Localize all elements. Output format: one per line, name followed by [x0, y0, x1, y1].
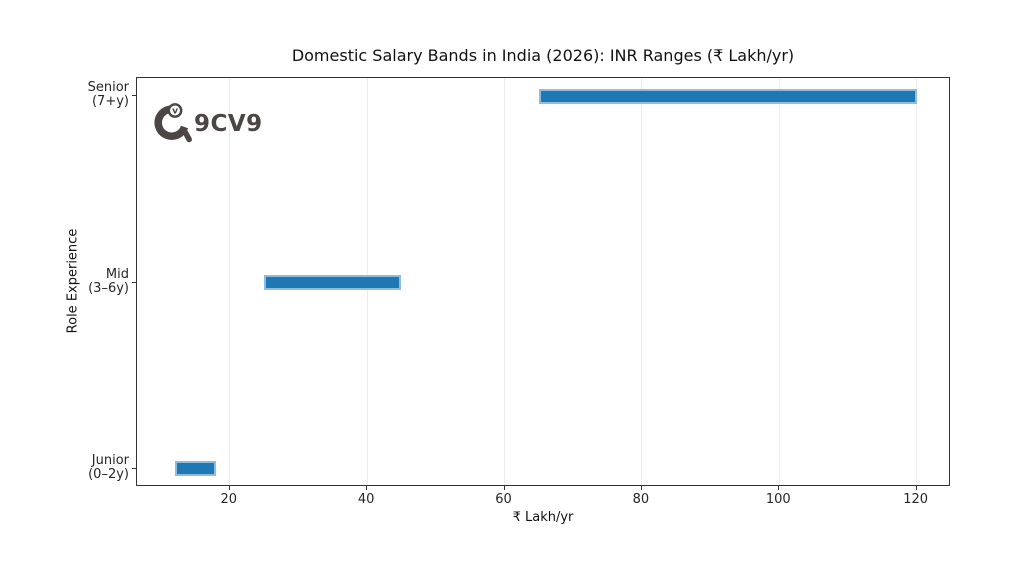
y-tick-label: Junior (0–2y): [88, 452, 129, 482]
x-tick-label: 80: [632, 492, 650, 507]
salary-band-bar: [264, 275, 402, 290]
logo-9cv9: v 9CV9: [151, 102, 263, 146]
y-tick-label: Mid (3–6y): [88, 266, 129, 296]
plot-area: v 9CV9: [136, 77, 950, 486]
x-tick-mark: [915, 486, 917, 490]
salary-band-bar: [538, 88, 917, 104]
y-tick-mark: [132, 467, 136, 469]
x-gridline: [641, 78, 643, 485]
x-gridline: [504, 78, 505, 485]
x-tick-label: 120: [903, 492, 929, 507]
logo-text: 9CV9: [194, 111, 263, 137]
x-tick-mark: [640, 486, 642, 490]
chart-title: Domestic Salary Bands in India (2026): I…: [291, 46, 795, 65]
x-tick-mark: [503, 486, 505, 490]
x-tick-label: 60: [495, 492, 512, 507]
x-gridline: [778, 78, 780, 485]
x-gridline: [229, 78, 231, 485]
x-axis-label: ₹ Lakh/yr: [512, 510, 574, 525]
x-tick-mark: [778, 486, 780, 490]
x-tick-label: 40: [357, 492, 375, 507]
y-tick-mark: [132, 95, 136, 97]
9cv9-logo-icon: v: [154, 103, 192, 143]
x-tick-mark: [366, 486, 368, 490]
x-gridline: [916, 78, 918, 485]
salary-band-bar: [174, 461, 216, 477]
y-tick-label: Senior (7+y): [87, 80, 129, 110]
logo-badge-letter: v: [172, 107, 178, 117]
x-tick-mark: [228, 486, 230, 490]
x-tick-label: 100: [765, 492, 791, 507]
x-tick-label: 20: [220, 492, 237, 507]
y-tick-mark: [132, 281, 136, 283]
